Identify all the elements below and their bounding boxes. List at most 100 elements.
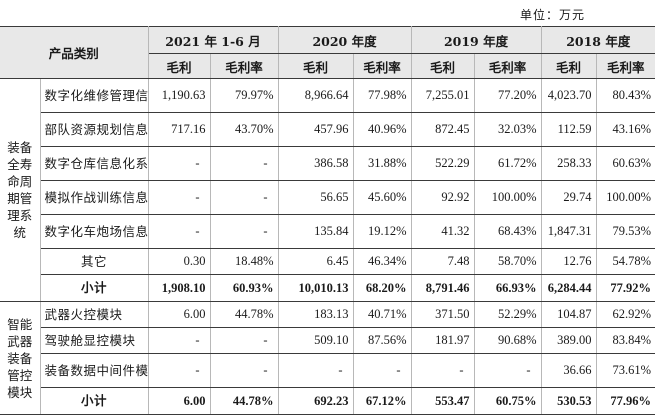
gross-profit-cell: 509.10: [277, 327, 354, 354]
gross-margin-cell: -: [473, 353, 542, 388]
gross-profit-cell: 4,023.70: [540, 78, 597, 113]
header-gross-margin: 毛利率: [595, 53, 655, 79]
header-period: 2018 年度: [540, 26, 655, 54]
product-name: 数字化车炮场信息化系统: [40, 214, 149, 249]
gross-margin-cell: 43.70%: [209, 112, 279, 147]
gross-profit-cell: 7.48: [410, 248, 475, 275]
gross-margin-cell: 100.00%: [595, 180, 655, 215]
table-row: 其它 0.30 18.48% 6.45 46.34% 7.48 58.70% 12.76 54.…: [0, 248, 655, 275]
gross-margin-cell: 58.70%: [473, 248, 542, 275]
gross-margin-cell: 100.00%: [473, 180, 542, 215]
gross-margin-cell: -: [209, 214, 279, 249]
gross-margin-cell: 79.53%: [595, 214, 655, 249]
product-name: 模拟作战训练信息化系统: [40, 180, 149, 215]
gross-profit-cell: 872.45: [410, 112, 475, 147]
header-period: 2019 年度: [410, 26, 542, 54]
table-body: 装备全寿命周期管理系统数字化维修管理信息化系统1,190.6379.97%8,9…: [0, 78, 655, 415]
header-gross-margin: 毛利率: [352, 53, 412, 79]
gross-profit-cell: 717.16: [147, 112, 211, 147]
gross-profit-cell: 1,190.63: [147, 78, 211, 113]
table-row: 智能 武器 装备 管控 模块 武器火控模块 6.00 44.78% 183.13 40.71% 37…: [0, 301, 655, 415]
gross-profit-cell: 457.96: [277, 112, 354, 147]
subtotal-label: 小计: [40, 274, 149, 302]
gross-margin-cell: 45.60%: [352, 180, 412, 215]
gross-profit-cell: 6.45: [277, 248, 354, 275]
header-gross-profit: 毛利: [410, 53, 475, 79]
gross-margin-cell: 61.72%: [473, 146, 542, 181]
gross-margin-cell: -: [352, 353, 412, 388]
gross-profit-cell: 29.74: [540, 180, 597, 215]
gross-profit-cell: 258.33: [540, 146, 597, 181]
gross-profit-cell: 112.59: [540, 112, 597, 147]
gross-margin-cell: 80.43%: [595, 78, 655, 113]
gross-profit-cell: 135.84: [277, 214, 354, 249]
group-label-line: 装备: [7, 140, 33, 155]
gross-profit-cell: 181.97: [410, 327, 475, 354]
group-label: 装备 全寿 命周 期管 理系统: [0, 78, 41, 302]
subtotal-gross-profit: 553.47: [410, 387, 475, 415]
table-row: 模拟作战训练信息化系统--56.6545.60%92.92100.00%29.7…: [0, 180, 655, 215]
subtotal-gross-profit: 1,908.10: [147, 274, 211, 302]
subtotal-gross-profit: 6,284.44: [540, 274, 597, 302]
gross-margin-cell: -: [209, 327, 279, 354]
unit-label: 单位：万元: [520, 8, 586, 22]
subtotal-gross-margin: 67.12%: [352, 387, 412, 415]
gross-margin-cell: -: [209, 353, 279, 388]
gross-margin-cell: 18.48%: [209, 248, 279, 275]
subtotal-gross-profit: 6.00: [147, 387, 211, 415]
table-row: 驾驶舱显控模块 - -509.10 87.56% 181.97 90.68% 389.00 8…: [0, 327, 655, 354]
gross-margin-cell: 46.34%: [352, 248, 412, 275]
gross-profit-cell: 41.32: [410, 214, 475, 249]
product-name: 数字化维修管理信息化系统: [39, 78, 149, 113]
subtotal-row: 小计 6.00 44.78% 692.23 67.12% 553.47 60.75% 530.…: [0, 387, 655, 415]
gross-profit-cell: 389.00: [540, 327, 597, 354]
gross-profit-cell: 92.92: [410, 180, 475, 215]
gross-profit-cell: -: [277, 353, 354, 388]
gross-profit-cell: 8,966.64: [277, 78, 354, 113]
gross-margin-cell: 40.71%: [352, 301, 412, 328]
group-label-line: 命周: [7, 174, 33, 189]
subtotal-gross-profit: 692.23: [277, 387, 354, 415]
subtotal-row: 小计 1,908.10 60.93% 10,010.13 68.20% 8,791.46 6…: [0, 274, 655, 302]
gross-margin-cell: -: [209, 146, 279, 181]
subtotal-gross-profit: 10,010.13: [277, 274, 354, 302]
gross-margin-cell: -: [209, 180, 279, 215]
gross-profit-table: 产品类别 2021 年 1-6 月 2020 年度 2019 年度 2018 年…: [0, 26, 655, 415]
table-row: 数字化车炮场信息化系统--135.8419.12%41.3268.43%1,84…: [0, 214, 655, 249]
subtotal-label: 小计: [40, 387, 149, 415]
table-row: 部队资源规划信息化系统717.1643.70%457.9640.96%872.4…: [0, 112, 655, 147]
header-gross-profit: 毛利: [148, 53, 211, 79]
gross-margin-cell: 40.96%: [352, 112, 412, 147]
group-label-line: 智能: [7, 316, 33, 332]
gross-margin-cell: 62.92%: [595, 301, 655, 328]
gross-margin-cell: 77.20%: [473, 78, 542, 113]
gross-margin-cell: 83.84%: [595, 327, 655, 354]
gross-profit-cell: -: [147, 353, 211, 388]
product-name: 其它: [40, 248, 149, 275]
gross-profit-cell: 371.50: [410, 301, 475, 328]
subtotal-gross-margin: 77.96%: [595, 387, 655, 415]
gross-profit-cell: 6.00: [147, 301, 211, 328]
gross-margin-cell: 31.88%: [352, 146, 412, 181]
header-gross-profit: 毛利: [540, 53, 597, 79]
header-gross-margin: 毛利率: [209, 53, 279, 79]
gross-margin-cell: 43.16%: [595, 112, 655, 147]
gross-margin-cell: 79.97%: [209, 78, 279, 113]
table-row: 装备全寿命周期管理系统数字化维修管理信息化系统1,190.6379.97%8,9…: [0, 78, 655, 302]
group-label-line: 管控: [7, 367, 33, 383]
table-row: 数字仓库信息化系统--386.5831.88%522.2961.72%258.3…: [0, 146, 655, 181]
gross-margin-cell: 32.03%: [473, 112, 542, 147]
group-label-line: 全寿: [7, 157, 33, 172]
subtotal-gross-margin: 60.75%: [473, 387, 542, 415]
gross-margin-cell: 77.98%: [352, 78, 412, 113]
product-name: 武器火控模块: [39, 301, 149, 328]
gross-profit-cell: 0.30: [147, 248, 211, 275]
header-period: 2021 年 1-6 月: [147, 26, 279, 54]
gross-profit-cell: 12.76: [540, 248, 597, 275]
header-gross-profit: 毛利: [277, 53, 354, 79]
gross-margin-cell: 54.78%: [595, 248, 655, 275]
gross-margin-cell: 44.78%: [209, 301, 279, 328]
header-period: 2020 年度: [277, 26, 412, 54]
gross-profit-cell: -: [147, 180, 211, 215]
